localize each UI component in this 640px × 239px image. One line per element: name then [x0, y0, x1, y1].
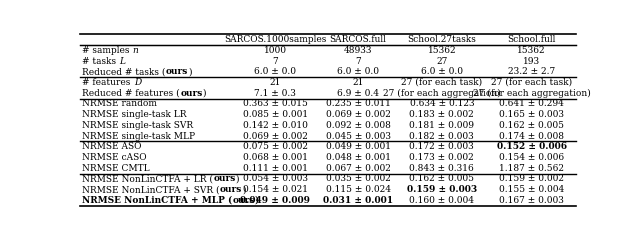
Text: 27 (for each task): 27 (for each task)	[491, 78, 572, 87]
Text: n: n	[133, 46, 139, 55]
Text: NRMSE NonLinCTFA + MLP (: NRMSE NonLinCTFA + MLP (	[83, 196, 233, 205]
Text: 1.187 ± 0.562: 1.187 ± 0.562	[499, 164, 564, 173]
Text: 21: 21	[353, 78, 364, 87]
Text: 0.075 ± 0.002: 0.075 ± 0.002	[243, 142, 308, 151]
Text: 0.181 ± 0.009: 0.181 ± 0.009	[410, 121, 474, 130]
Text: 0.634 ± 0.123: 0.634 ± 0.123	[410, 99, 474, 109]
Text: 23.2 ± 2.7: 23.2 ± 2.7	[508, 67, 556, 76]
Text: 0.035 ± 0.002: 0.035 ± 0.002	[326, 174, 390, 184]
Text: 0.183 ± 0.002: 0.183 ± 0.002	[410, 110, 474, 119]
Text: 0.843 ± 0.316: 0.843 ± 0.316	[410, 164, 474, 173]
Text: 0.048 ± 0.001: 0.048 ± 0.001	[326, 153, 390, 162]
Text: NRMSE ASO: NRMSE ASO	[83, 142, 142, 151]
Text: 0.173 ± 0.002: 0.173 ± 0.002	[410, 153, 474, 162]
Text: NRMSE cASO: NRMSE cASO	[83, 153, 147, 162]
Text: 15362: 15362	[517, 46, 546, 55]
Text: SARCOS.full: SARCOS.full	[330, 35, 387, 44]
Text: D: D	[134, 78, 141, 87]
Text: 0.069 ± 0.002: 0.069 ± 0.002	[243, 132, 308, 141]
Text: 0.172 ± 0.003: 0.172 ± 0.003	[410, 142, 474, 151]
Text: NRMSE random: NRMSE random	[83, 99, 157, 109]
Text: 48933: 48933	[344, 46, 372, 55]
Text: ours: ours	[214, 174, 236, 184]
Text: 0.167 ± 0.003: 0.167 ± 0.003	[499, 196, 564, 205]
Text: 0.160 ± 0.004: 0.160 ± 0.004	[410, 196, 474, 205]
Text: 0.162 ± 0.005: 0.162 ± 0.005	[410, 174, 474, 184]
Text: 7.1 ± 0.3: 7.1 ± 0.3	[255, 89, 296, 98]
Text: 6.0 ± 0.0: 6.0 ± 0.0	[255, 67, 296, 76]
Text: Reduced # tasks (: Reduced # tasks (	[83, 67, 166, 76]
Text: NRMSE single-task LR: NRMSE single-task LR	[83, 110, 187, 119]
Text: 7: 7	[355, 56, 361, 65]
Text: 0.363 ± 0.015: 0.363 ± 0.015	[243, 99, 308, 109]
Text: 27 (for each aggregation): 27 (for each aggregation)	[473, 89, 591, 98]
Text: 0.049 ± 0.009: 0.049 ± 0.009	[241, 196, 310, 205]
Text: NRMSE single-task SVR: NRMSE single-task SVR	[83, 121, 194, 130]
Text: # tasks: # tasks	[83, 56, 120, 65]
Text: 0.159 ± 0.002: 0.159 ± 0.002	[499, 174, 564, 184]
Text: 0.085 ± 0.001: 0.085 ± 0.001	[243, 110, 308, 119]
Text: NRMSE single-task MLP: NRMSE single-task MLP	[83, 132, 196, 141]
Text: 0.235 ± 0.011: 0.235 ± 0.011	[326, 99, 390, 109]
Text: # features: # features	[83, 78, 134, 87]
Text: 0.067 ± 0.002: 0.067 ± 0.002	[326, 164, 390, 173]
Text: L: L	[120, 56, 125, 65]
Text: ): )	[202, 89, 206, 98]
Text: 27: 27	[436, 56, 447, 65]
Text: 0.069 ± 0.002: 0.069 ± 0.002	[326, 110, 390, 119]
Text: 6.9 ± 0.4: 6.9 ± 0.4	[337, 89, 379, 98]
Text: 0.045 ± 0.003: 0.045 ± 0.003	[326, 132, 390, 141]
Text: 6.0 ± 0.0: 6.0 ± 0.0	[421, 67, 463, 76]
Text: 7: 7	[273, 56, 278, 65]
Text: 0.054 ± 0.003: 0.054 ± 0.003	[243, 174, 308, 184]
Text: 0.152 ± 0.006: 0.152 ± 0.006	[497, 142, 566, 151]
Text: ): )	[243, 185, 246, 194]
Text: SARCOS.1000samples: SARCOS.1000samples	[224, 35, 326, 44]
Text: ): )	[188, 67, 192, 76]
Text: 0.031 ± 0.001: 0.031 ± 0.001	[323, 196, 393, 205]
Text: 27 (for each aggregation): 27 (for each aggregation)	[383, 89, 500, 98]
Text: 0.154 ± 0.006: 0.154 ± 0.006	[499, 153, 564, 162]
Text: # samples: # samples	[83, 46, 133, 55]
Text: 0.111 ± 0.001: 0.111 ± 0.001	[243, 164, 308, 173]
Text: 0.115 ± 0.024: 0.115 ± 0.024	[326, 185, 390, 194]
Text: 0.049 ± 0.001: 0.049 ± 0.001	[326, 142, 390, 151]
Text: 0.159 ± 0.003: 0.159 ± 0.003	[406, 185, 477, 194]
Text: 1000: 1000	[264, 46, 287, 55]
Text: 0.162 ± 0.005: 0.162 ± 0.005	[499, 121, 564, 130]
Text: 0.142 ± 0.010: 0.142 ± 0.010	[243, 121, 308, 130]
Text: ): )	[255, 196, 259, 205]
Text: 193: 193	[523, 56, 540, 65]
Text: ours: ours	[220, 185, 243, 194]
Text: 0.165 ± 0.003: 0.165 ± 0.003	[499, 110, 564, 119]
Text: 6.0 ± 0.0: 6.0 ± 0.0	[337, 67, 379, 76]
Text: 21: 21	[269, 78, 281, 87]
Text: ours: ours	[180, 89, 202, 98]
Text: ours: ours	[166, 67, 188, 76]
Text: School.27tasks: School.27tasks	[408, 35, 476, 44]
Text: NRMSE NonLinCTFA + SVR (: NRMSE NonLinCTFA + SVR (	[83, 185, 220, 194]
Text: 0.174 ± 0.008: 0.174 ± 0.008	[499, 132, 564, 141]
Text: NRMSE CMTL: NRMSE CMTL	[83, 164, 150, 173]
Text: 0.155 ± 0.004: 0.155 ± 0.004	[499, 185, 564, 194]
Text: Reduced # features (: Reduced # features (	[83, 89, 180, 98]
Text: ): )	[236, 174, 239, 184]
Text: 15362: 15362	[428, 46, 456, 55]
Text: 0.154 ± 0.021: 0.154 ± 0.021	[243, 185, 308, 194]
Text: NRMSE NonLinCTFA + LR (: NRMSE NonLinCTFA + LR (	[83, 174, 214, 184]
Text: 0.182 ± 0.003: 0.182 ± 0.003	[410, 132, 474, 141]
Text: School.full: School.full	[508, 35, 556, 44]
Text: 0.092 ± 0.008: 0.092 ± 0.008	[326, 121, 390, 130]
Text: 0.641 ± 0.294: 0.641 ± 0.294	[499, 99, 564, 109]
Text: 0.068 ± 0.001: 0.068 ± 0.001	[243, 153, 308, 162]
Text: ours: ours	[233, 196, 255, 205]
Text: 27 (for each task): 27 (for each task)	[401, 78, 483, 87]
